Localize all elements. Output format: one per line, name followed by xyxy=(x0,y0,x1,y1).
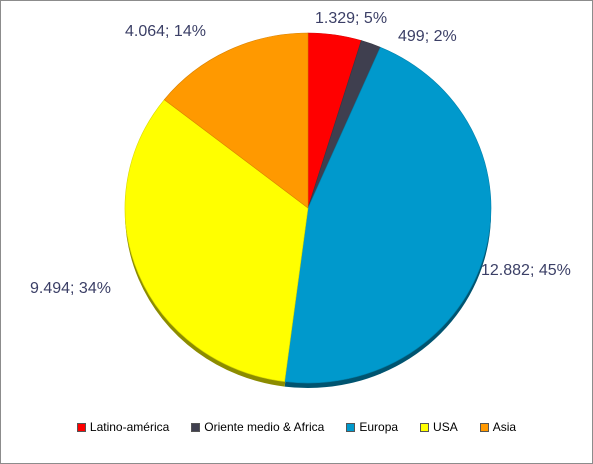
data-label-latino-america: 1.329; 5% xyxy=(315,10,387,27)
pie-slice-usa xyxy=(124,99,309,382)
legend-label-asia: Asia xyxy=(492,420,517,434)
legend-swatch-asia xyxy=(479,422,489,432)
legend-item-usa: USA xyxy=(420,420,458,434)
legend: Latino-américa Oriente medio & Africa Eu… xyxy=(0,420,593,434)
legend-swatch-europa xyxy=(346,422,356,432)
data-label-oriente-medio-africa: 499; 2% xyxy=(398,28,457,45)
data-label-asia: 4.064; 14% xyxy=(125,23,206,40)
legend-item-latino-america: Latino-américa xyxy=(76,420,170,434)
legend-label-latino-america: Latino-américa xyxy=(89,420,170,434)
legend-item-europa: Europa xyxy=(346,420,398,434)
data-label-usa: 9.494; 34% xyxy=(30,280,111,297)
legend-label-europa: Europa xyxy=(359,420,399,434)
pie-slice-asia xyxy=(163,32,309,209)
legend-item-oriente-medio-africa: Oriente medio & Africa xyxy=(191,420,324,434)
legend-label-oriente-medio-africa: Oriente medio & Africa xyxy=(204,420,325,434)
legend-item-asia: Asia xyxy=(479,420,517,434)
legend-swatch-oriente-medio-africa xyxy=(191,422,201,432)
legend-swatch-latino-america xyxy=(76,422,86,432)
legend-label-usa: USA xyxy=(433,420,458,434)
legend-swatch-usa xyxy=(420,422,430,432)
pie-slice-europa xyxy=(284,46,492,384)
data-label-europa: 12.882; 45% xyxy=(481,262,571,279)
